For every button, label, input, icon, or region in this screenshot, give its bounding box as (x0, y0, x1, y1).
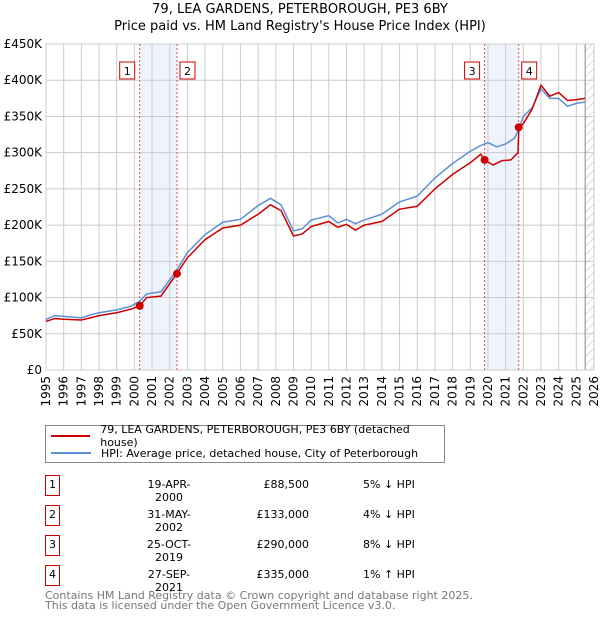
x-tick-label: 2017 (428, 376, 442, 407)
sale-number-badge: 2 (45, 505, 60, 526)
legend-item-hpi: HPI: Average price, detached house, City… (46, 445, 418, 461)
hpi-diff: 1% ↑ HPI (363, 568, 415, 581)
legend: 79, LEA GARDENS, PETERBOROUGH, PE3 6BY (… (45, 423, 445, 463)
sale-label-box (119, 61, 136, 80)
legend-label: HPI: Average price, detached house, City… (101, 446, 419, 460)
y-tick-label: £450K (4, 37, 44, 51)
x-tick-label: 2003 (180, 376, 194, 407)
sale-price: £290,000 (256, 538, 310, 551)
x-tick-label: 2025 (569, 376, 583, 407)
x-tick-label: 2009 (286, 376, 300, 407)
sale-period-shade (484, 44, 519, 370)
sale-date: 19-APR-2000 (147, 478, 191, 504)
hpi-diff: 8% ↓ HPI (363, 538, 415, 551)
x-tick-label: 2014 (375, 376, 389, 407)
x-tick-label: 1995 (39, 376, 53, 407)
sale-label: 3 (469, 65, 476, 78)
x-tick-label: 2002 (163, 376, 177, 407)
price-chart: £0 £50K £100K £150K £200K £250K £300K £350K £400… (4, 37, 600, 407)
forecast-hatch (585, 44, 594, 370)
x-tick-label: 2018 (446, 376, 460, 407)
x-tick-label: 2005 (216, 376, 230, 407)
x-tick-label: 1996 (57, 376, 71, 407)
sale-date: 25-OCT-2019 (146, 538, 192, 564)
legend-item-property: 79, LEA GARDENS, PETERBOROUGH, PE3 6BY (… (46, 423, 444, 449)
x-tick-label: 2004 (198, 376, 212, 407)
y-tick-label: £150K (4, 254, 44, 268)
x-tick-label: 2024 (552, 376, 566, 407)
sale-point (480, 155, 489, 164)
y-tick-label: £250K (4, 182, 44, 196)
x-tick-label: 2013 (357, 376, 371, 407)
blue-line-swatch (51, 452, 91, 454)
sale-number-badge: 3 (45, 535, 60, 556)
x-tick-label: 2012 (340, 376, 354, 407)
sale-label-box (521, 61, 538, 80)
sale-period-shade (139, 44, 177, 370)
y-tick-label: £200K (4, 218, 44, 232)
x-tick-label: 2026 (587, 376, 600, 407)
x-tick-label: 2016 (410, 376, 424, 407)
legend-label: 79, LEA GARDENS, PETERBOROUGH, PE3 6BY (… (100, 423, 410, 449)
x-tick-label: 1998 (92, 376, 106, 407)
sale-price: £133,000 (256, 508, 310, 521)
footer: Contains HM Land Registry data © Crown c… (45, 589, 473, 612)
y-tick-label: £300K (4, 146, 44, 160)
sale-point (135, 301, 144, 310)
y-tick-label: £350K (4, 109, 44, 123)
x-tick-label: 2000 (127, 376, 141, 407)
sale-label: 4 (526, 65, 533, 78)
sale-label: 1 (124, 65, 131, 78)
sale-date: 31-MAY-2002 (147, 508, 191, 534)
footer-copyright: Contains HM Land Registry data © Crown c… (45, 589, 473, 602)
y-tick-label: £50K (11, 327, 43, 341)
sale-point (172, 269, 181, 278)
x-tick-label: 2023 (534, 376, 548, 407)
x-tick-label: 2015 (393, 376, 407, 407)
sale-point (514, 123, 523, 132)
x-tick-label: 2007 (251, 376, 265, 407)
chart-title: 79, LEA GARDENS, PETERBOROUGH, PE3 6BY (152, 2, 448, 17)
sale-label: 2 (184, 65, 191, 78)
sale-number-badge: 4 (45, 565, 60, 586)
chart-subtitle: Price paid vs. HM Land Registry's House … (114, 19, 486, 34)
x-tick-label: 1999 (110, 376, 124, 407)
x-tick-label: 2011 (322, 376, 336, 407)
x-tick-label: 2020 (481, 376, 495, 407)
hpi-diff: 4% ↓ HPI (363, 508, 415, 521)
y-tick-label: £400K (4, 73, 44, 87)
y-tick-label: £0 (27, 363, 42, 377)
sale-date: 27-SEP-2021 (147, 568, 191, 594)
sale-price: £88,500 (263, 478, 310, 491)
x-tick-label: 2022 (516, 376, 530, 407)
footer-licence: This data is licensed under the Open Gov… (45, 599, 396, 612)
sale-label-box (179, 61, 196, 80)
x-tick-label: 2019 (463, 376, 477, 407)
y-tick-label: £100K (4, 291, 44, 305)
plot-frame (45, 43, 595, 371)
x-tick-label: 2021 (499, 376, 513, 407)
sale-price: £335,000 (256, 568, 310, 581)
x-tick-label: 1997 (74, 376, 88, 407)
x-tick-label: 2001 (145, 376, 159, 407)
hpi-diff: 5% ↓ HPI (363, 478, 415, 491)
x-tick-label: 2010 (304, 376, 318, 407)
red-line-swatch (51, 435, 91, 437)
sale-label-box (464, 61, 481, 80)
sale-number-badge: 1 (45, 475, 60, 496)
x-tick-label: 2006 (233, 376, 247, 407)
x-tick-label: 2008 (269, 376, 283, 407)
